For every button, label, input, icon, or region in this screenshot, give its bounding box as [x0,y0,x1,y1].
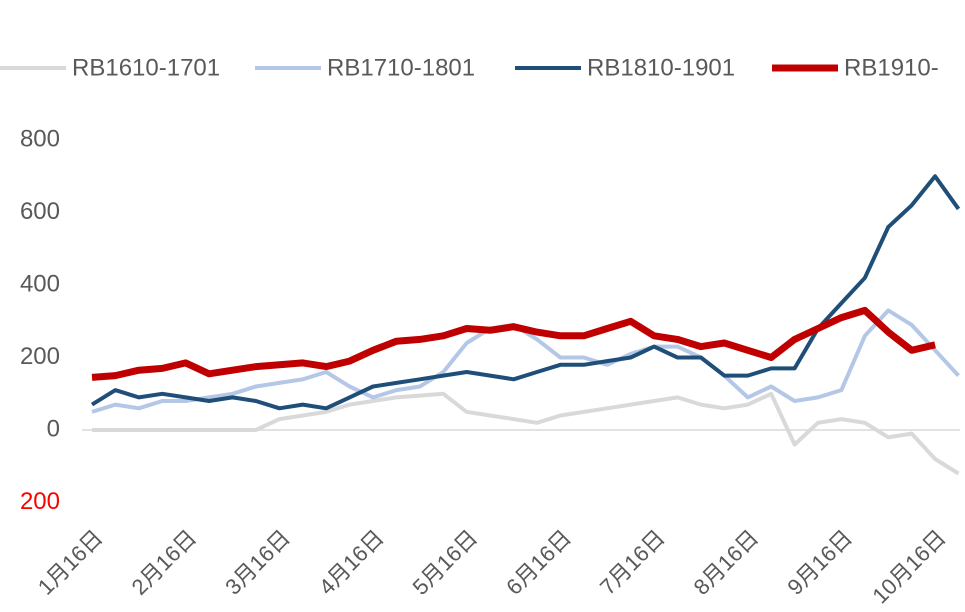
y-tick-label: 600 [20,198,60,225]
y-tick-label: 200 [20,343,60,370]
legend-label: RB1810-1901 [587,54,735,81]
y-tick-label: 200 [20,488,60,515]
series-line [91,306,936,381]
legend-item: RB1910- [772,54,939,81]
series-line [90,174,961,411]
y-tick-label: 0 [47,415,60,442]
legend-item: RB1610-1701 [0,54,220,81]
x-tick-label: 1月16日 [33,525,108,600]
x-tick-label: 5月16日 [408,525,483,600]
x-tick-label: 2月16日 [127,525,202,600]
legend-label: RB1610-1701 [72,54,220,81]
x-tick-label: 3月16日 [220,525,295,600]
legend-item: RB1710-1801 [255,54,475,81]
y-tick-label: 400 [20,270,60,297]
x-tick-label: 7月16日 [595,525,670,600]
legend-label: RB1710-1801 [327,54,475,81]
y-tick-label: 800 [20,125,60,152]
legend-item: RB1810-1901 [515,54,735,81]
legend-label: RB1910- [844,54,939,81]
series-line [92,391,960,476]
x-tick-label: 8月16日 [689,525,764,600]
x-tick-label: 4月16日 [314,525,389,600]
x-tick-label: 6月16日 [501,525,576,600]
x-tick-label: 10月16日 [867,525,950,608]
x-tick-label: 9月16日 [782,525,857,600]
